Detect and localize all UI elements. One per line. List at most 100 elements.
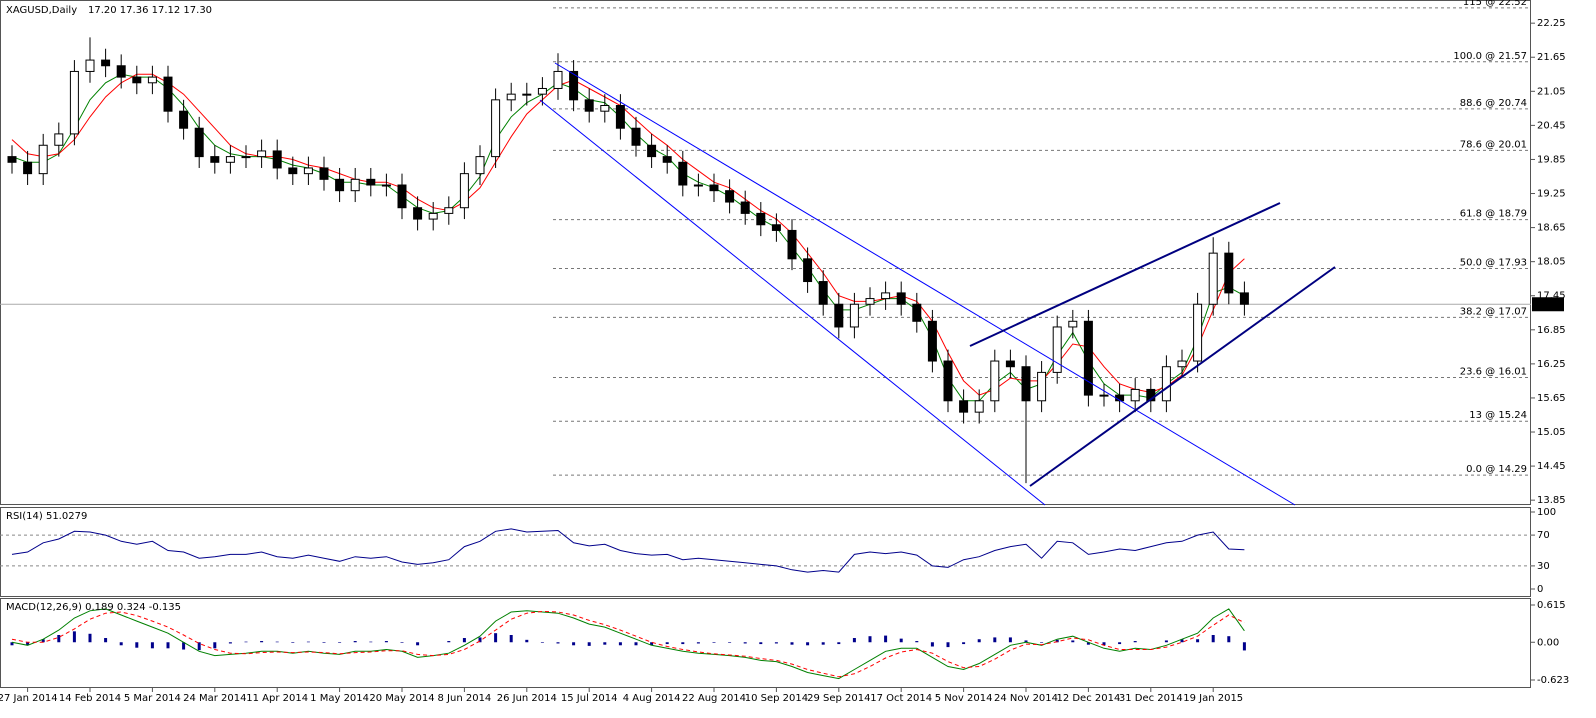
fib-label: 88.6 @ 20.74 [1460,98,1527,109]
y-tick-label: 16.25 [1537,359,1566,370]
candle-body [1068,320,1078,328]
candle-body [631,127,641,146]
candle-body [959,400,969,413]
candle-body [319,167,329,180]
candle-body [1130,388,1140,402]
candle-body [709,184,719,192]
candle-body [241,156,251,159]
y-tick-label: 15.05 [1537,427,1566,438]
x-tick-label: 24 Nov 2014 [994,693,1058,704]
candle-body [1224,252,1234,294]
candle-body [678,161,688,186]
macd-line [11,610,1245,678]
candle-body [990,360,1000,402]
macd-title: MACD(12,26,9) 0.189 0.324 -0.135 [6,602,181,613]
fib-label: 50.0 @ 17.93 [1460,257,1527,268]
y-tick-label: 22.25 [1537,18,1566,29]
y-tick-label: 0 [1537,584,1543,595]
current-price-label: 17.30 [1535,299,1564,310]
rsi-title: RSI(14) 51.0279 [6,511,87,522]
candle-body [849,303,859,328]
x-tick-label: 27 Jan 2014 [0,693,58,704]
candle-body [7,156,17,163]
candle-body [537,87,547,95]
candle-body [397,184,407,209]
candle-body [1052,326,1062,373]
fib-label: 61.8 @ 18.79 [1460,209,1527,220]
candle-body [194,127,204,158]
candle-body [881,292,891,300]
candle-body [818,281,828,305]
candle-body [163,76,173,112]
candle-body [381,184,391,187]
y-tick-label: 0.00 [1537,637,1559,648]
candle-body [803,258,813,283]
y-tick-label: 0.615 [1537,600,1566,611]
candle-body [647,144,657,158]
candle-body [615,105,625,129]
x-tick-label: 15 Jul 2014 [561,693,618,704]
x-tick-label: 10 Sep 2014 [745,693,808,704]
x-tick-label: 14 Feb 2014 [59,693,121,704]
y-tick-label: 18.05 [1537,257,1566,268]
candle-body [350,178,360,192]
candle-body [1021,366,1031,402]
candle-body [834,303,844,328]
candle-body [1193,303,1203,362]
candle-body [600,105,610,112]
wedge-upper [969,202,1281,347]
candle-body [522,93,532,96]
x-tick-label: 31 Dec 2014 [1119,693,1183,704]
y-tick-label: 17.45 [1537,291,1566,302]
x-tick-label: 5 Mar 2014 [124,693,181,704]
x-tick-label: 17 Oct 2014 [870,693,932,704]
y-tick-label: 16.85 [1537,325,1566,336]
y-tick-label: 20.45 [1537,120,1566,131]
rsi-line [11,528,1245,573]
wedge-lower [1029,266,1336,487]
candle-body [225,156,235,163]
macd-line [11,608,1245,680]
candle-body [85,59,95,72]
x-tick-label: 8 Jun 2014 [438,693,492,704]
candle-body [771,224,781,231]
candle-body [272,150,282,169]
candle-body [1083,320,1093,396]
candle-body [1146,388,1156,402]
candle-body [147,76,157,84]
x-tick-label: 11 Apr 2014 [246,693,308,704]
candle-body [444,207,454,214]
candle-body [428,212,438,220]
y-tick-label: 14.45 [1537,461,1566,472]
candle-body [491,99,501,158]
candle-body [974,400,984,413]
candle-body [1239,292,1249,305]
y-tick-label: 21.65 [1537,52,1566,63]
y-tick-label: -0.623 [1537,675,1569,686]
candle-body [553,70,563,89]
candle-body [740,201,750,214]
candle-body [693,184,703,187]
y-tick-label: 21.05 [1537,86,1566,97]
candle-body [943,360,953,402]
fib-label: 115 @ 22.52 [1463,0,1527,8]
symbol-title: XAGUSD,Daily [6,5,77,16]
candle-body [896,292,906,305]
x-tick-label: 4 Aug 2014 [623,693,681,704]
candle-body [210,156,220,163]
fib-label: 0.0 @ 14.29 [1466,464,1527,475]
candle-body [101,59,111,67]
candle-body [662,156,672,163]
y-tick-label: 100 [1537,507,1556,518]
candle-body [787,229,797,260]
fib-label: 100.0 @ 21.57 [1453,51,1527,62]
candle-body [179,110,189,129]
fib-label: 13 @ 15.24 [1469,410,1527,421]
current-price-box [1532,297,1564,312]
candle-body [54,133,64,146]
y-tick-label: 15.65 [1537,393,1566,404]
candle-body [366,178,376,186]
fib-label: 23.6 @ 16.01 [1460,367,1527,378]
y-tick-label: 19.25 [1537,189,1566,200]
